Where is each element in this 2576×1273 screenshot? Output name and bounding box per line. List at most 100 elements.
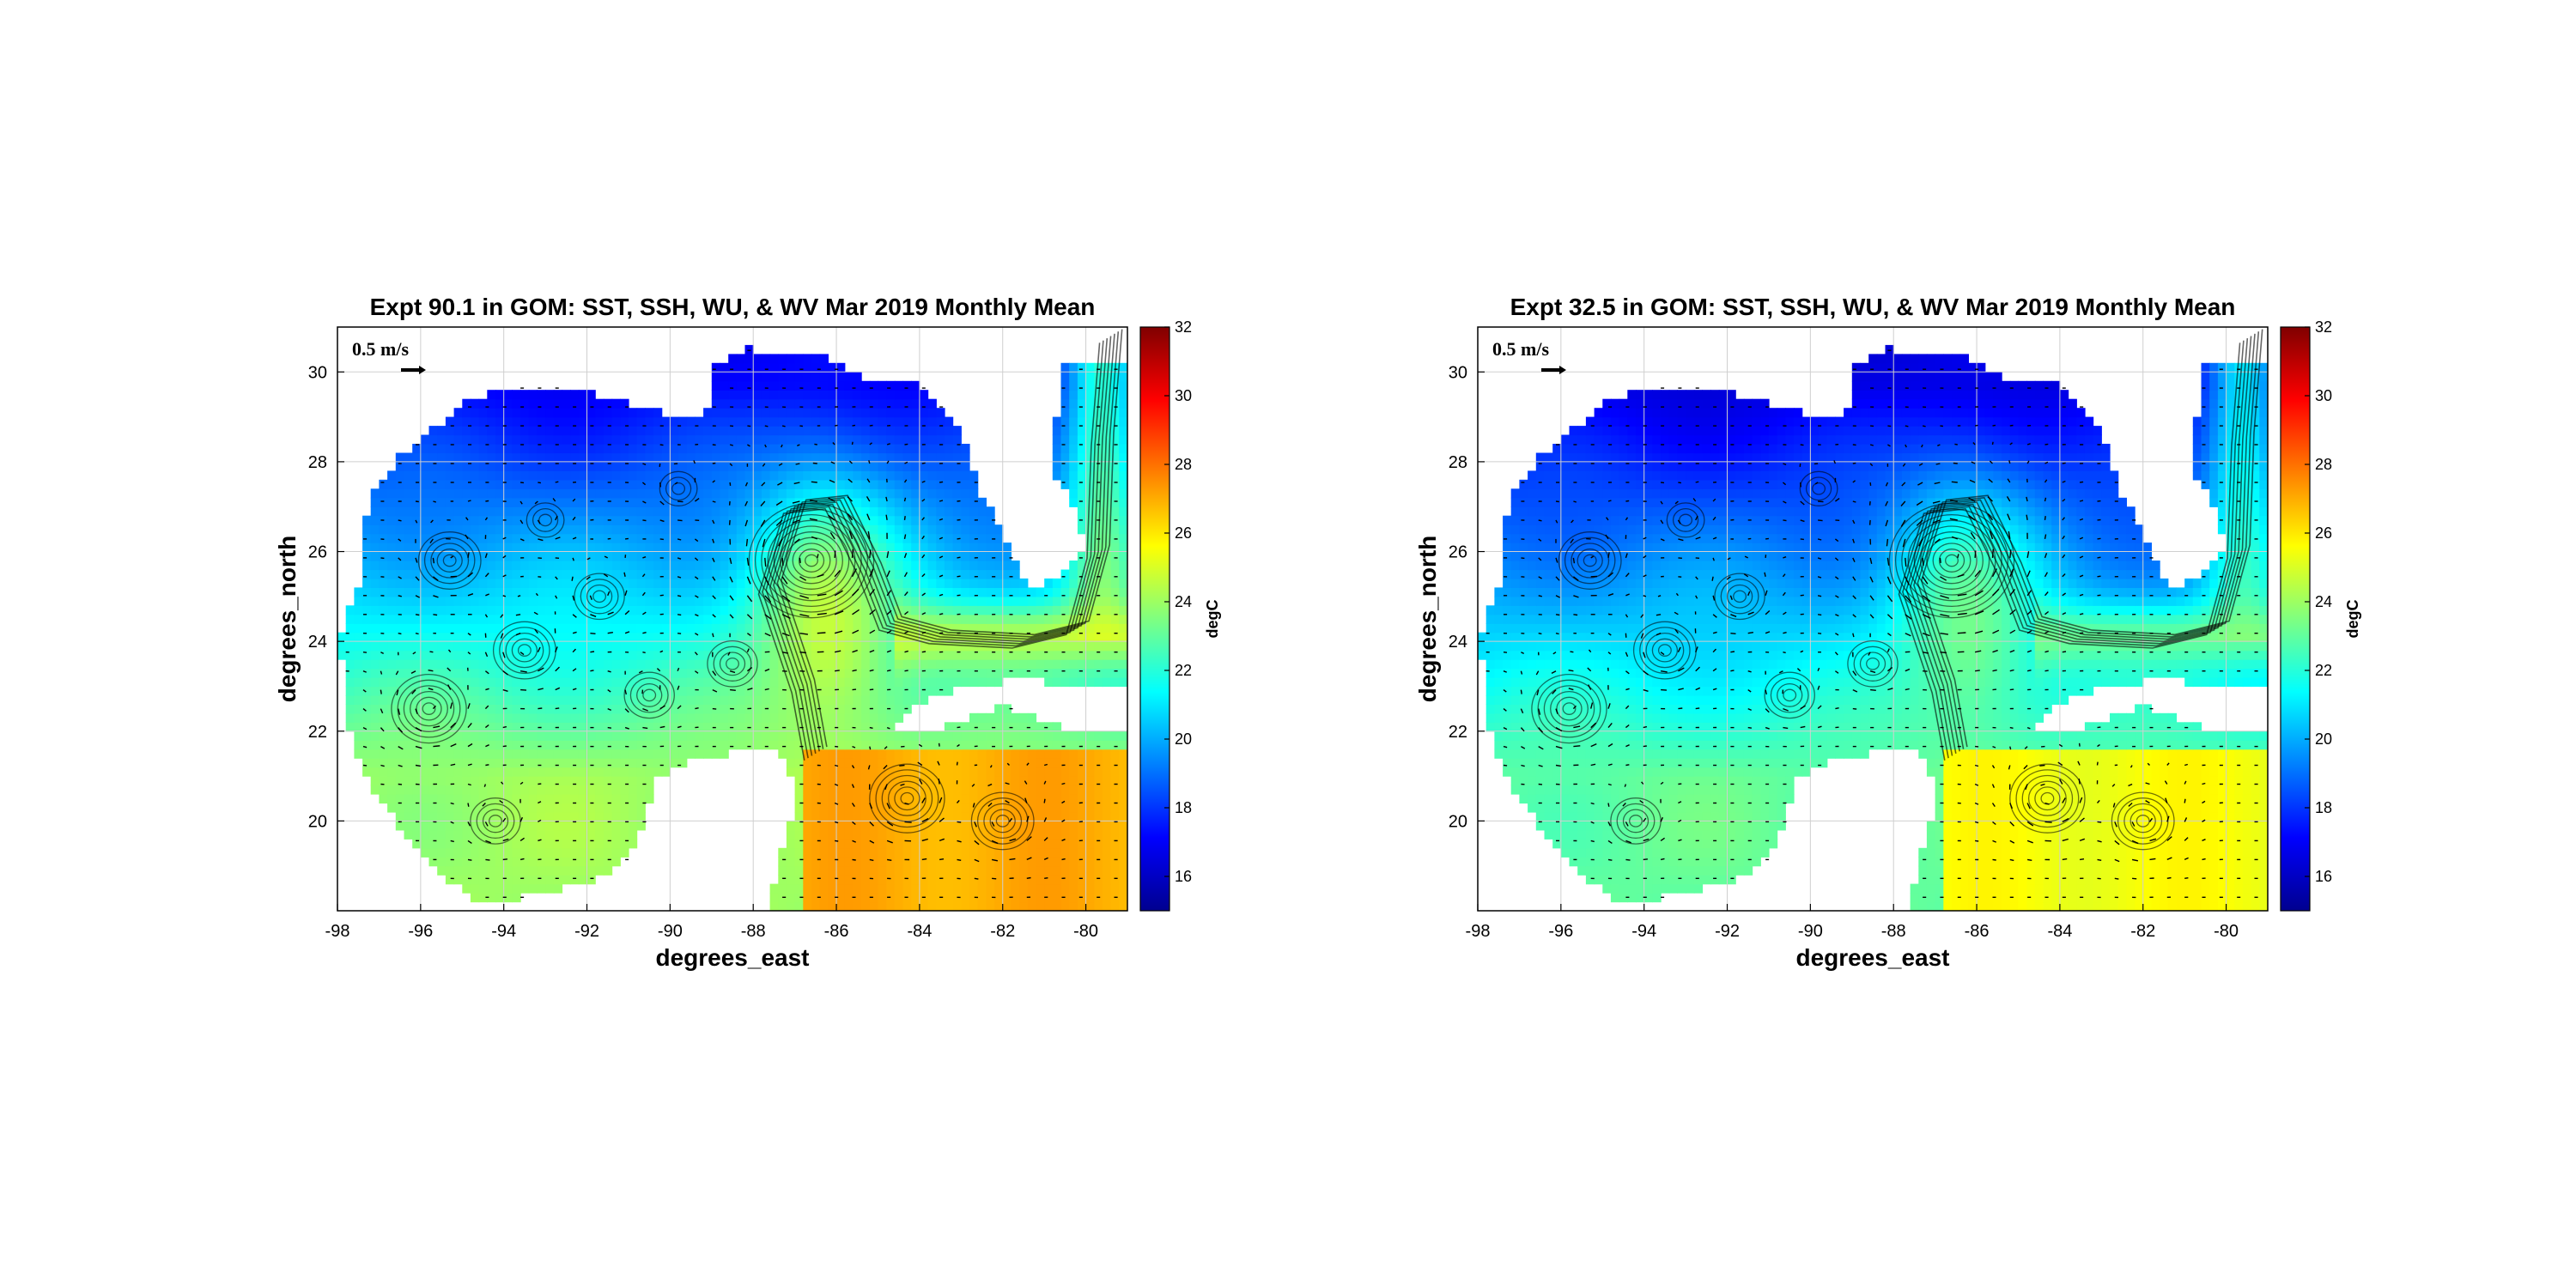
sst-cell <box>1060 408 1070 418</box>
sst-cell <box>803 605 812 615</box>
sst-cell <box>803 614 812 624</box>
sst-cell <box>620 650 629 660</box>
sst-cell <box>811 811 821 821</box>
sst-cell <box>695 578 704 588</box>
sst-cell <box>786 740 796 750</box>
sst-cell <box>720 452 729 463</box>
sst-cell <box>828 839 837 849</box>
sst-cell <box>478 416 488 427</box>
sst-cell <box>520 794 530 804</box>
sst-cell <box>387 614 397 624</box>
sst-cell <box>570 650 580 660</box>
sst-cell <box>686 578 696 588</box>
sst-cell <box>578 426 588 436</box>
sst-cell <box>819 561 829 571</box>
sst-cell <box>578 677 588 688</box>
sst-cell <box>1102 605 1112 615</box>
sst-cell <box>778 461 787 471</box>
sst-cell <box>1052 749 1062 759</box>
sst-cell <box>1119 677 1127 688</box>
sst-cell <box>869 578 879 588</box>
sst-cell <box>836 533 846 543</box>
sst-cell <box>1052 452 1062 463</box>
sst-cell <box>603 416 613 427</box>
sst-cell <box>595 596 605 606</box>
sst-cell <box>853 515 862 525</box>
sst-cell <box>520 730 530 741</box>
sst-cell <box>902 561 912 571</box>
sst-cell <box>744 712 754 723</box>
sst-cell <box>811 893 821 903</box>
sst-cell <box>603 686 613 696</box>
sst-cell <box>503 524 513 535</box>
sst-cell <box>562 434 571 445</box>
sst-cell <box>703 426 713 436</box>
sst-cell <box>437 578 447 588</box>
sst-cell <box>495 829 505 840</box>
sst-cell <box>927 668 937 678</box>
sst-cell <box>853 578 862 588</box>
sst-cell <box>736 659 746 670</box>
sst-cell <box>1119 408 1127 418</box>
sst-cell <box>844 722 854 732</box>
sst-cell <box>603 650 613 660</box>
velocity-arrow <box>467 821 471 827</box>
sst-cell <box>1019 712 1029 723</box>
sst-cell <box>1110 578 1120 588</box>
sst-cell <box>728 551 738 561</box>
sst-cell <box>611 605 621 615</box>
sst-cell <box>462 461 471 471</box>
sst-cell <box>420 722 430 732</box>
sst-cell <box>794 893 804 903</box>
sst-cell <box>562 470 571 481</box>
sst-cell <box>562 444 571 454</box>
sst-cell <box>1002 623 1012 633</box>
sst-cell <box>994 730 1004 741</box>
sst-cell <box>869 794 879 804</box>
sst-cell <box>828 821 837 831</box>
sst-cell <box>1027 749 1037 759</box>
sst-cell <box>1085 444 1095 454</box>
sst-cell <box>495 605 505 615</box>
sst-cell <box>1002 857 1012 867</box>
sst-cell <box>878 677 887 688</box>
sst-cell <box>944 847 954 858</box>
sst-cell <box>428 847 438 858</box>
sst-cell <box>927 416 937 427</box>
sst-cell <box>994 901 1004 911</box>
sst-cell <box>537 730 546 741</box>
sst-cell <box>670 641 679 652</box>
velocity-arrow <box>918 743 923 748</box>
sst-cell <box>1102 803 1112 813</box>
sst-cell <box>570 758 580 768</box>
sst-cell <box>1019 623 1029 633</box>
sst-cell <box>836 776 846 786</box>
sst-cell <box>628 524 638 535</box>
sst-cell <box>753 712 762 723</box>
sst-cell <box>844 901 854 911</box>
velocity-arrow <box>921 838 928 842</box>
sst-cell <box>902 551 912 561</box>
sst-cell <box>853 767 862 777</box>
sst-cell <box>528 426 538 436</box>
sst-cell <box>803 865 812 876</box>
sst-cell <box>570 551 580 561</box>
sst-cell <box>803 497 812 507</box>
sst-cell <box>861 865 871 876</box>
sst-cell <box>894 461 904 471</box>
velocity-arrow <box>886 803 890 809</box>
sst-cell <box>653 694 663 705</box>
sst-cell <box>778 596 787 606</box>
sst-cell <box>794 426 804 436</box>
sst-cell <box>1019 839 1029 849</box>
sst-cell <box>586 694 596 705</box>
sst-cell <box>902 416 912 427</box>
sst-cell <box>653 758 663 768</box>
sst-cell <box>553 694 563 705</box>
sst-cell <box>853 390 862 400</box>
sst-cell <box>695 444 704 454</box>
sst-cell <box>1119 659 1127 670</box>
sst-cell <box>961 722 970 732</box>
sst-cell <box>828 847 837 858</box>
sst-cell <box>503 533 513 543</box>
